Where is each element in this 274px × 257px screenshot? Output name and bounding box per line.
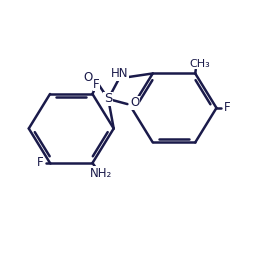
Text: F: F	[93, 78, 100, 91]
Text: O: O	[130, 96, 140, 109]
Text: NH₂: NH₂	[90, 167, 112, 180]
Text: O: O	[83, 71, 92, 84]
Text: F: F	[224, 102, 230, 114]
Text: S: S	[104, 93, 112, 105]
Text: CH₃: CH₃	[189, 59, 210, 69]
Text: HN: HN	[110, 67, 128, 80]
Text: F: F	[37, 157, 44, 170]
